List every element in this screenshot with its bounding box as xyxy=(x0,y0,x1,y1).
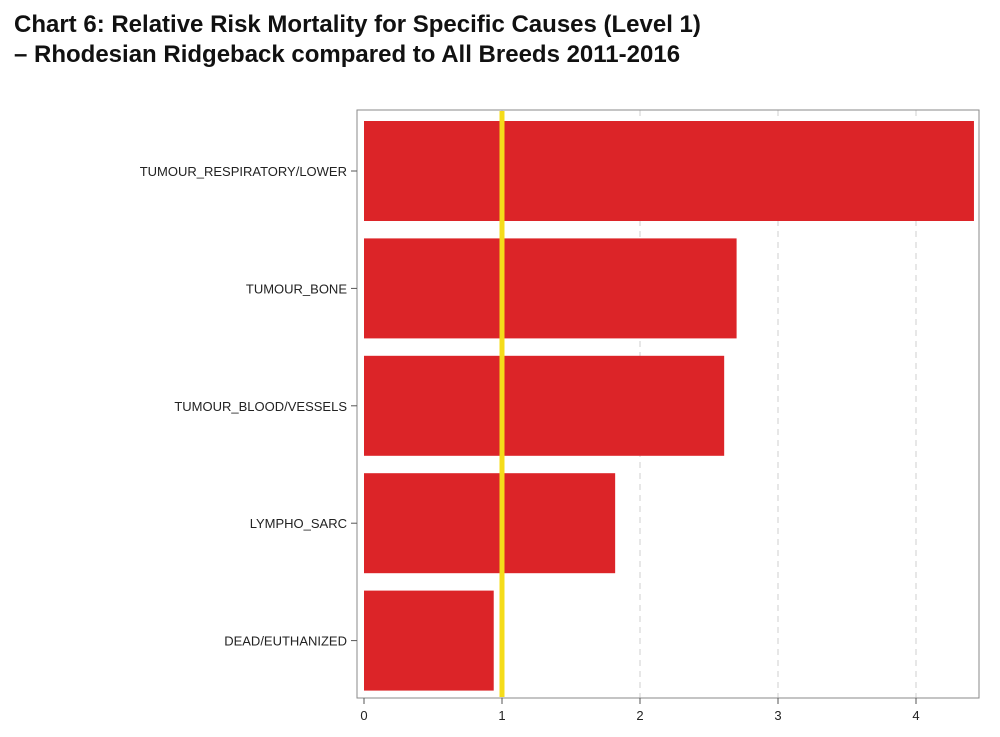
category-label-2: TUMOUR_BLOOD/VESSELS xyxy=(174,399,347,414)
bar-0 xyxy=(364,121,974,221)
chart-title-line-2: – Rhodesian Ridgeback compared to All Br… xyxy=(14,41,681,68)
chart-title-line-1: Chart 6: Relative Risk Mortality for Spe… xyxy=(14,11,701,38)
bar-2 xyxy=(364,355,725,456)
x-tick-label-1: 1 xyxy=(498,708,505,723)
bar-3 xyxy=(364,473,616,574)
category-label-3: LYMPHO_SARC xyxy=(250,516,347,531)
category-label-1: TUMOUR_BONE xyxy=(246,281,347,296)
y-axis: TUMOUR_RESPIRATORY/LOWER TUMOUR_BONE TUMOU… xyxy=(140,164,357,649)
chart-title: Chart 6: Relative Risk Mortality for Spe… xyxy=(14,10,701,70)
bar-1 xyxy=(364,238,737,339)
x-tick-label-4: 4 xyxy=(912,708,919,723)
x-tick-label-0: 0 xyxy=(360,708,367,723)
x-axis: 0 1 2 3 4 xyxy=(360,698,920,723)
bar-4 xyxy=(364,590,494,691)
bars xyxy=(364,121,974,691)
category-label-0: TUMOUR_RESPIRATORY/LOWER xyxy=(140,164,347,179)
plot-frame xyxy=(356,109,980,699)
x-tick-label-3: 3 xyxy=(774,708,781,723)
category-label-4: DEAD/EUTHANIZED xyxy=(224,634,347,649)
x-tick-label-2: 2 xyxy=(636,708,643,723)
